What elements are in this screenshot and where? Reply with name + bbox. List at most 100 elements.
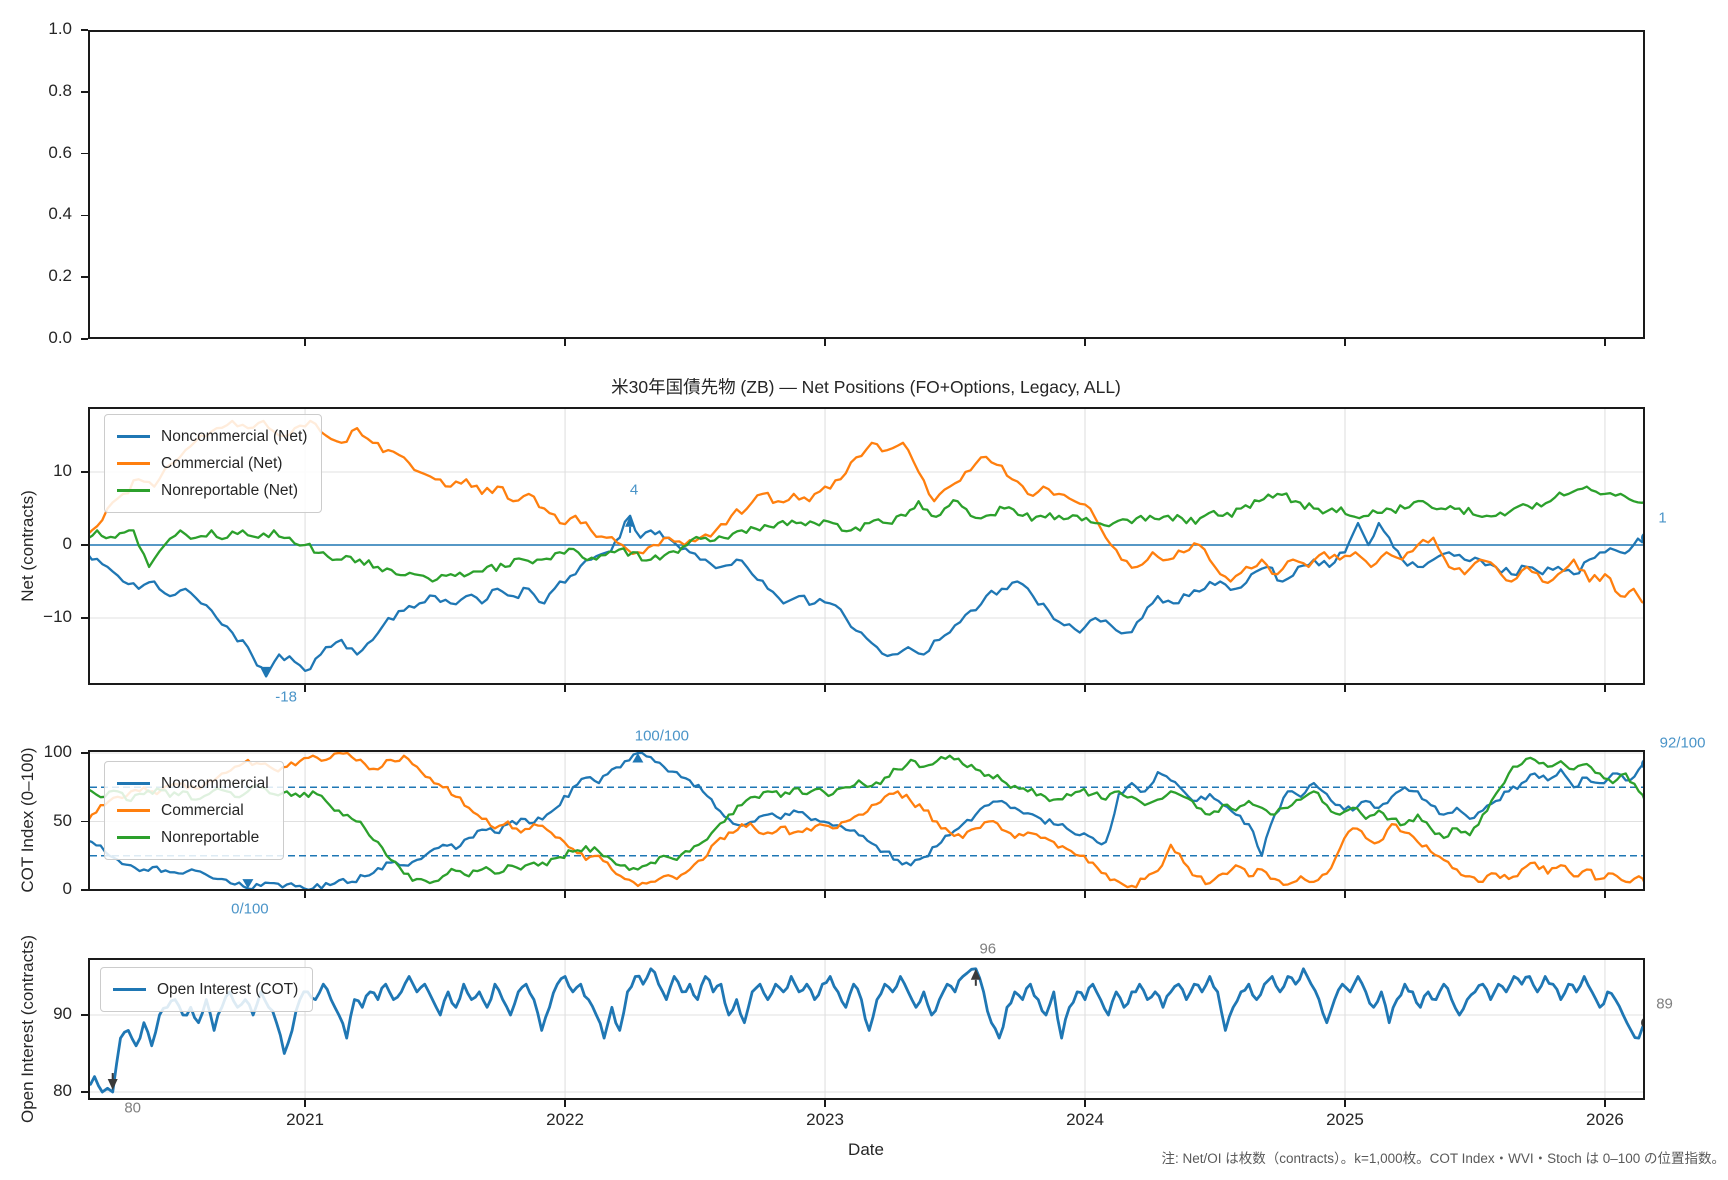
y-tick-mark xyxy=(81,544,88,546)
chart-title: 米30年国債先物 (ZB) — Net Positions (FO+Option… xyxy=(611,377,1121,397)
y-tick-label: 1.0 xyxy=(48,19,72,38)
annotation-89: 89 xyxy=(1656,995,1673,1013)
x-tick-label: 2024 xyxy=(1066,1110,1104,1129)
x-tick-mark xyxy=(1084,1100,1086,1107)
annotation-4: 4 xyxy=(629,481,639,499)
y-tick-mark xyxy=(81,820,88,823)
y-tick-label: 50 xyxy=(53,810,72,830)
x-tick-mark xyxy=(304,891,306,898)
y-tick-mark xyxy=(81,152,88,155)
x-tick-mark xyxy=(1344,339,1346,346)
x-tick-label: 2026 xyxy=(1586,1110,1624,1129)
panel-open-interest xyxy=(88,958,1645,1100)
legend-label: Noncommercial xyxy=(161,774,269,792)
x-tick-mark xyxy=(564,685,566,692)
y-tick-mark xyxy=(81,1091,88,1093)
x-tick-label: 2025 xyxy=(1326,1110,1364,1129)
annotation--18: -18 xyxy=(275,688,297,706)
annotation-marker-circle-icon xyxy=(1641,759,1643,769)
placeholder-plot xyxy=(90,32,1643,337)
legend-open-interest: Open Interest (COT) xyxy=(100,967,314,1012)
series-line-open-interest-cot- xyxy=(90,967,1643,1094)
x-tick-mark xyxy=(564,891,566,898)
annotation-92-100: 92/100 xyxy=(1659,734,1706,752)
y-tick-label: 10 xyxy=(53,461,72,480)
legend-line-noncommercial-net-icon xyxy=(117,435,150,438)
annotation-96: 96 xyxy=(979,940,997,958)
y-tick-label: 0.6 xyxy=(48,142,72,162)
legend-line-noncommercial-icon xyxy=(117,782,150,785)
x-tick-mark xyxy=(1084,891,1086,898)
legend-line-nonreportable-net-icon xyxy=(117,489,150,492)
x-tick-mark xyxy=(304,339,306,346)
y-tick-label: 0.0 xyxy=(48,328,72,347)
x-tick-mark xyxy=(1084,685,1086,692)
cot-index-plot xyxy=(90,752,1643,889)
annotation-marker-tri-up-icon xyxy=(632,753,644,763)
legend-label: Noncommercial (Net) xyxy=(161,427,308,445)
series-line-noncommercial-net- xyxy=(90,514,1643,678)
x-tick-mark xyxy=(1084,339,1086,346)
annotation-marker-tri-down-icon xyxy=(260,666,272,677)
y-tick-label: 0.8 xyxy=(48,80,72,100)
x-tick-mark xyxy=(564,1100,566,1107)
x-tick-label: 2022 xyxy=(546,1110,584,1129)
annotation-marker-circle-icon xyxy=(1641,533,1643,542)
legend-item: Noncommercial xyxy=(117,770,269,797)
series-line-nonreportable-net- xyxy=(90,485,1643,583)
legend-item: Commercial (Net) xyxy=(117,450,307,477)
x-tick-label: 2023 xyxy=(806,1110,844,1129)
y-tick-mark xyxy=(81,889,88,891)
annotation-marker-arrow-down-icon xyxy=(107,1079,118,1090)
annotation-marker-circle-icon xyxy=(1641,1018,1643,1027)
x-tick-mark xyxy=(304,1100,306,1107)
series-line-commercial xyxy=(90,752,1643,889)
annotation-1: 1 xyxy=(1658,509,1667,527)
annotation-100-100: 100/100 xyxy=(634,727,689,745)
y-tick-mark xyxy=(81,276,88,278)
legend-label: Nonreportable xyxy=(161,828,260,846)
y-tick-label: 100 xyxy=(43,742,72,761)
y-tick-label: 0.4 xyxy=(48,204,72,224)
y-tick-mark xyxy=(81,752,88,754)
x-tick-mark xyxy=(1344,1100,1346,1107)
open-interest-plot xyxy=(90,960,1643,1098)
annotation-marker-tri-down-icon xyxy=(242,879,254,889)
annotation-0-100: 0/100 xyxy=(231,900,269,918)
y-tick-mark xyxy=(81,338,88,340)
y-tick-mark xyxy=(81,29,88,31)
panel-net-positions xyxy=(88,407,1645,685)
x-tick-label: 2021 xyxy=(286,1110,324,1129)
y-tick-label: 0 xyxy=(62,879,72,898)
y-tick-label: 80 xyxy=(53,1081,72,1100)
footnote: 注: Net/OI は枚数（contracts）。k=1,000枚。COT In… xyxy=(1161,1151,1725,1166)
legend-item: Nonreportable (Net) xyxy=(117,477,307,504)
legend-net: Noncommercial (Net) Commercial (Net) Non… xyxy=(104,414,323,513)
x-tick-mark xyxy=(304,685,306,692)
annotation-marker-arrow-up-icon xyxy=(970,968,981,980)
legend-line-commercial-net-icon xyxy=(117,462,150,465)
legend-line-nonreportable-icon xyxy=(117,836,150,839)
legend-label: Commercial xyxy=(161,801,244,819)
net-positions-plot xyxy=(90,409,1643,683)
y-tick-mark xyxy=(81,617,88,619)
annotation-arrow-stem xyxy=(629,526,632,533)
x-tick-mark xyxy=(1604,891,1606,898)
x-tick-mark xyxy=(824,685,826,692)
y-tick-label: 0.2 xyxy=(48,266,72,286)
legend-line-commercial-icon xyxy=(117,809,150,812)
x-tick-mark xyxy=(1604,1100,1606,1107)
y-tick-label: −10 xyxy=(43,607,72,626)
y-tick-mark xyxy=(81,91,88,93)
x-tick-mark xyxy=(1344,685,1346,692)
legend-label: Commercial (Net) xyxy=(161,454,283,472)
panel-cot-index xyxy=(88,750,1645,891)
y-tick-label: 0 xyxy=(62,534,72,553)
x-tick-mark xyxy=(824,339,826,346)
x-tick-mark xyxy=(824,891,826,898)
legend-label: Open Interest (COT) xyxy=(157,980,299,998)
legend-item: Commercial xyxy=(117,797,269,824)
series-line-nonreportable xyxy=(90,754,1643,885)
x-tick-mark xyxy=(824,1100,826,1107)
